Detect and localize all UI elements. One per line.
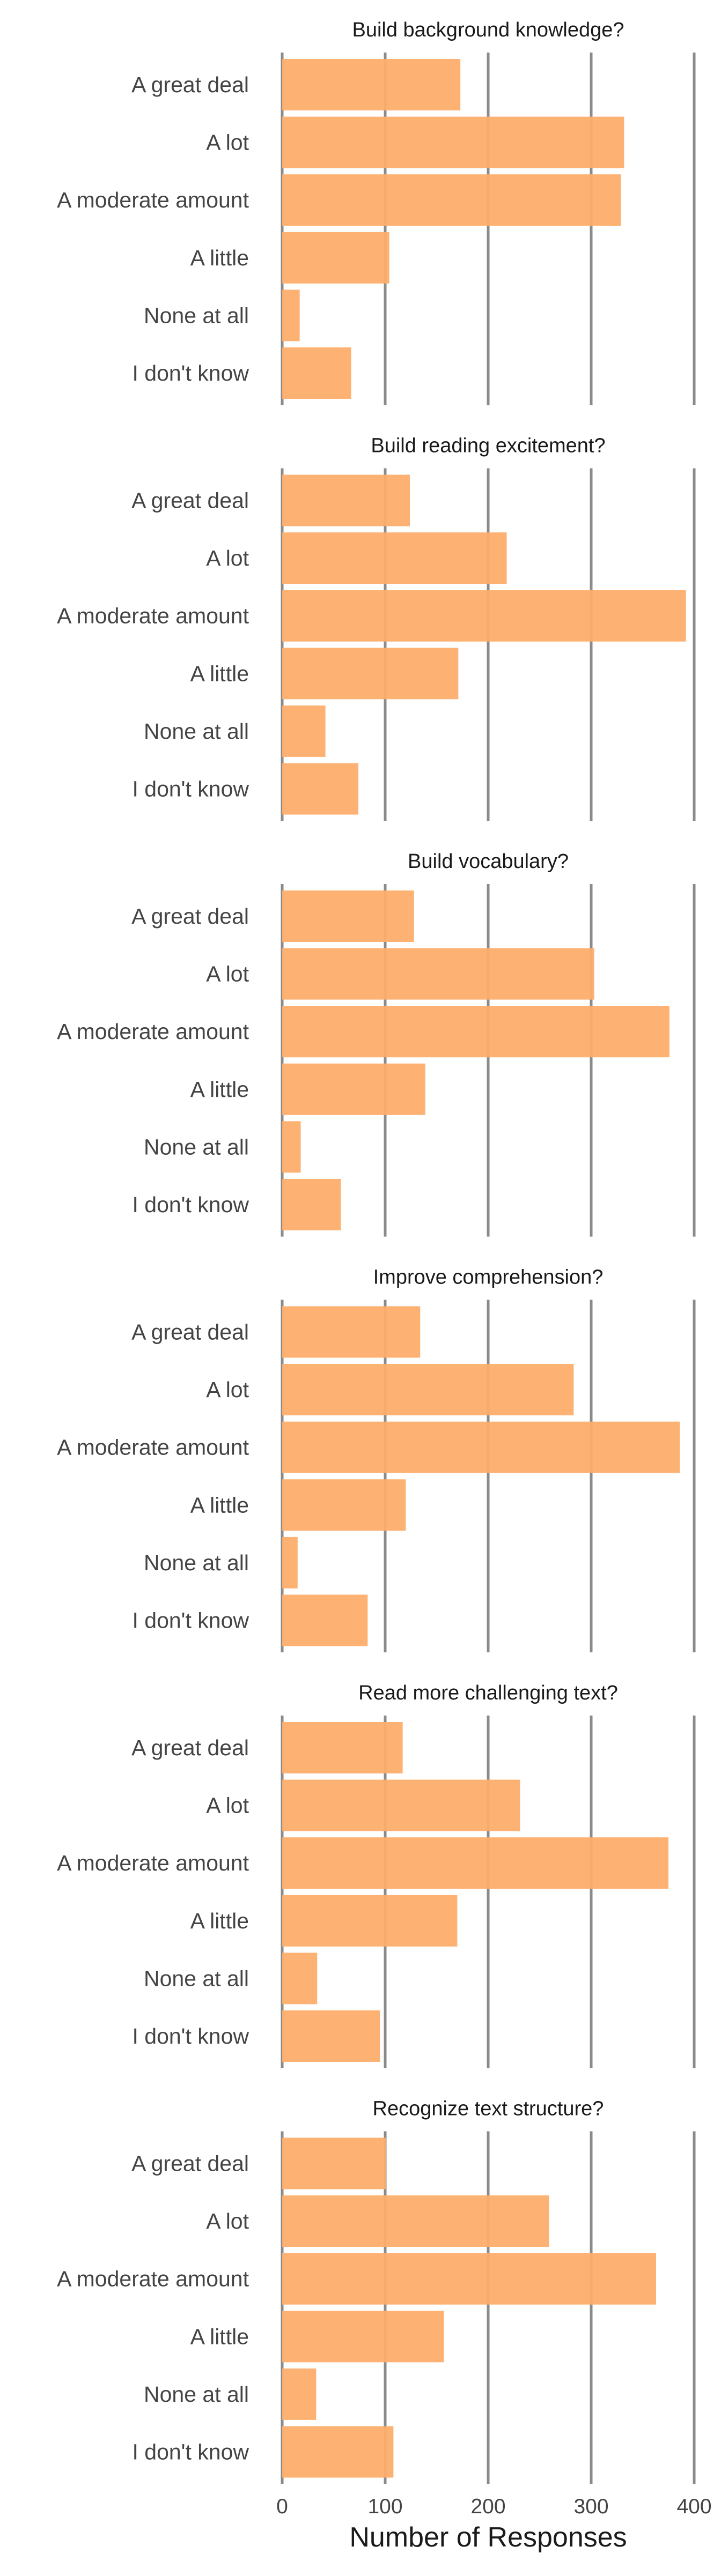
- category-label: A moderate amount: [57, 188, 249, 212]
- bar-5-5: [282, 1953, 318, 2005]
- category-label: A great deal: [131, 904, 249, 929]
- bar-5-3: [282, 1837, 668, 1889]
- category-label: A little: [190, 1077, 249, 1102]
- bar-4-1: [282, 1306, 421, 1358]
- panel-1: Build background knowledge? A great deal A…: [57, 19, 696, 405]
- bar-4-5: [282, 1536, 298, 1588]
- bar-1-5: [282, 289, 300, 342]
- x-tick-label: 100: [367, 2495, 402, 2518]
- bar-3-4: [282, 1063, 425, 1115]
- panel-title: Build vocabulary?: [408, 850, 569, 873]
- category-label: A little: [190, 246, 249, 270]
- panel-6: Recognize text structure? A great deal A l…: [57, 2098, 696, 2484]
- bar-2-5: [282, 705, 326, 757]
- category-label: None at all: [144, 719, 249, 744]
- category-label: I don't know: [132, 2440, 249, 2464]
- category-label: A lot: [206, 962, 249, 986]
- bar-2-1: [282, 474, 410, 526]
- panel-title: Improve comprehension?: [373, 1266, 604, 1289]
- x-axis-title: Number of Responses: [349, 2522, 627, 2553]
- category-label: I don't know: [132, 777, 249, 801]
- panel-title: Build background knowledge?: [352, 19, 624, 41]
- category-label: A moderate amount: [57, 1019, 249, 1044]
- category-label: A little: [190, 1493, 249, 1517]
- bar-4-2: [282, 1364, 574, 1416]
- bar-1-6: [282, 347, 351, 399]
- category-label: A great deal: [131, 488, 249, 513]
- category-label: I don't know: [132, 2024, 249, 2048]
- category-label: None at all: [144, 303, 249, 328]
- category-label: A lot: [206, 546, 249, 570]
- panel-title: Recognize text structure?: [373, 2098, 604, 2120]
- bar-6-3: [282, 2253, 656, 2305]
- bar-4-6: [282, 1594, 368, 1646]
- bar-4-4: [282, 1479, 406, 1531]
- category-label: A great deal: [131, 1735, 249, 1760]
- bar-5-1: [282, 1722, 403, 1773]
- bar-5-2: [282, 1779, 520, 1831]
- category-label: A great deal: [131, 72, 249, 97]
- panel-2: Build reading excitement? A great deal A l…: [57, 435, 696, 821]
- bar-2-3: [282, 590, 686, 642]
- bar-6-2: [282, 2195, 549, 2247]
- panel-5: Read more challenging text? A great deal A…: [57, 1682, 696, 2068]
- category-label: A great deal: [131, 2151, 249, 2176]
- category-label: A moderate amount: [57, 1435, 249, 1460]
- bar-6-6: [282, 2426, 394, 2478]
- category-label: I don't know: [132, 1608, 249, 1633]
- bar-6-1: [282, 2137, 386, 2189]
- category-label: A moderate amount: [57, 2267, 249, 2291]
- category-label: A lot: [206, 1377, 249, 1402]
- bar-5-4: [282, 1895, 458, 1947]
- bar-3-3: [282, 1006, 670, 1058]
- bar-3-5: [282, 1121, 301, 1173]
- bar-2-2: [282, 532, 507, 584]
- category-label: A moderate amount: [57, 1851, 249, 1875]
- category-label: A great deal: [131, 1320, 249, 1345]
- bar-2-6: [282, 763, 359, 815]
- bar-5-6: [282, 2010, 380, 2062]
- bar-6-4: [282, 2311, 444, 2363]
- category-label: I don't know: [132, 361, 249, 385]
- bar-3-2: [282, 948, 594, 1000]
- category-label: A little: [190, 2324, 249, 2349]
- bar-2-4: [282, 648, 459, 700]
- category-label: None at all: [144, 2382, 249, 2407]
- category-label: I don't know: [132, 1192, 249, 1217]
- panel-title: Read more challenging text?: [358, 1682, 618, 1704]
- x-tick-label: 400: [676, 2495, 711, 2518]
- bar-6-5: [282, 2368, 317, 2420]
- category-label: A lot: [206, 1793, 249, 1818]
- x-tick-label: 0: [276, 2495, 288, 2518]
- bar-1-4: [282, 232, 389, 284]
- bar-1-1: [282, 59, 461, 110]
- bar-1-2: [282, 116, 624, 168]
- category-label: A little: [190, 661, 249, 686]
- category-label: A little: [190, 1909, 249, 1933]
- category-label: A moderate amount: [57, 604, 249, 628]
- category-label: None at all: [144, 1134, 249, 1159]
- x-tick-label: 300: [573, 2495, 608, 2518]
- category-label: None at all: [144, 1966, 249, 1991]
- bar-3-1: [282, 890, 414, 942]
- bar-4-3: [282, 1421, 680, 1473]
- panel-3: Build vocabulary? A great deal A lot A mode…: [57, 850, 696, 1237]
- bar-1-3: [282, 174, 621, 226]
- category-label: A lot: [206, 2209, 249, 2233]
- category-label: A lot: [206, 130, 249, 155]
- panel-4: Improve comprehension? A great deal A lot A…: [57, 1266, 696, 1653]
- category-label: None at all: [144, 1550, 249, 1575]
- panel-title: Build reading excitement?: [371, 435, 605, 457]
- bar-3-6: [282, 1179, 341, 1230]
- x-tick-label: 200: [470, 2495, 505, 2518]
